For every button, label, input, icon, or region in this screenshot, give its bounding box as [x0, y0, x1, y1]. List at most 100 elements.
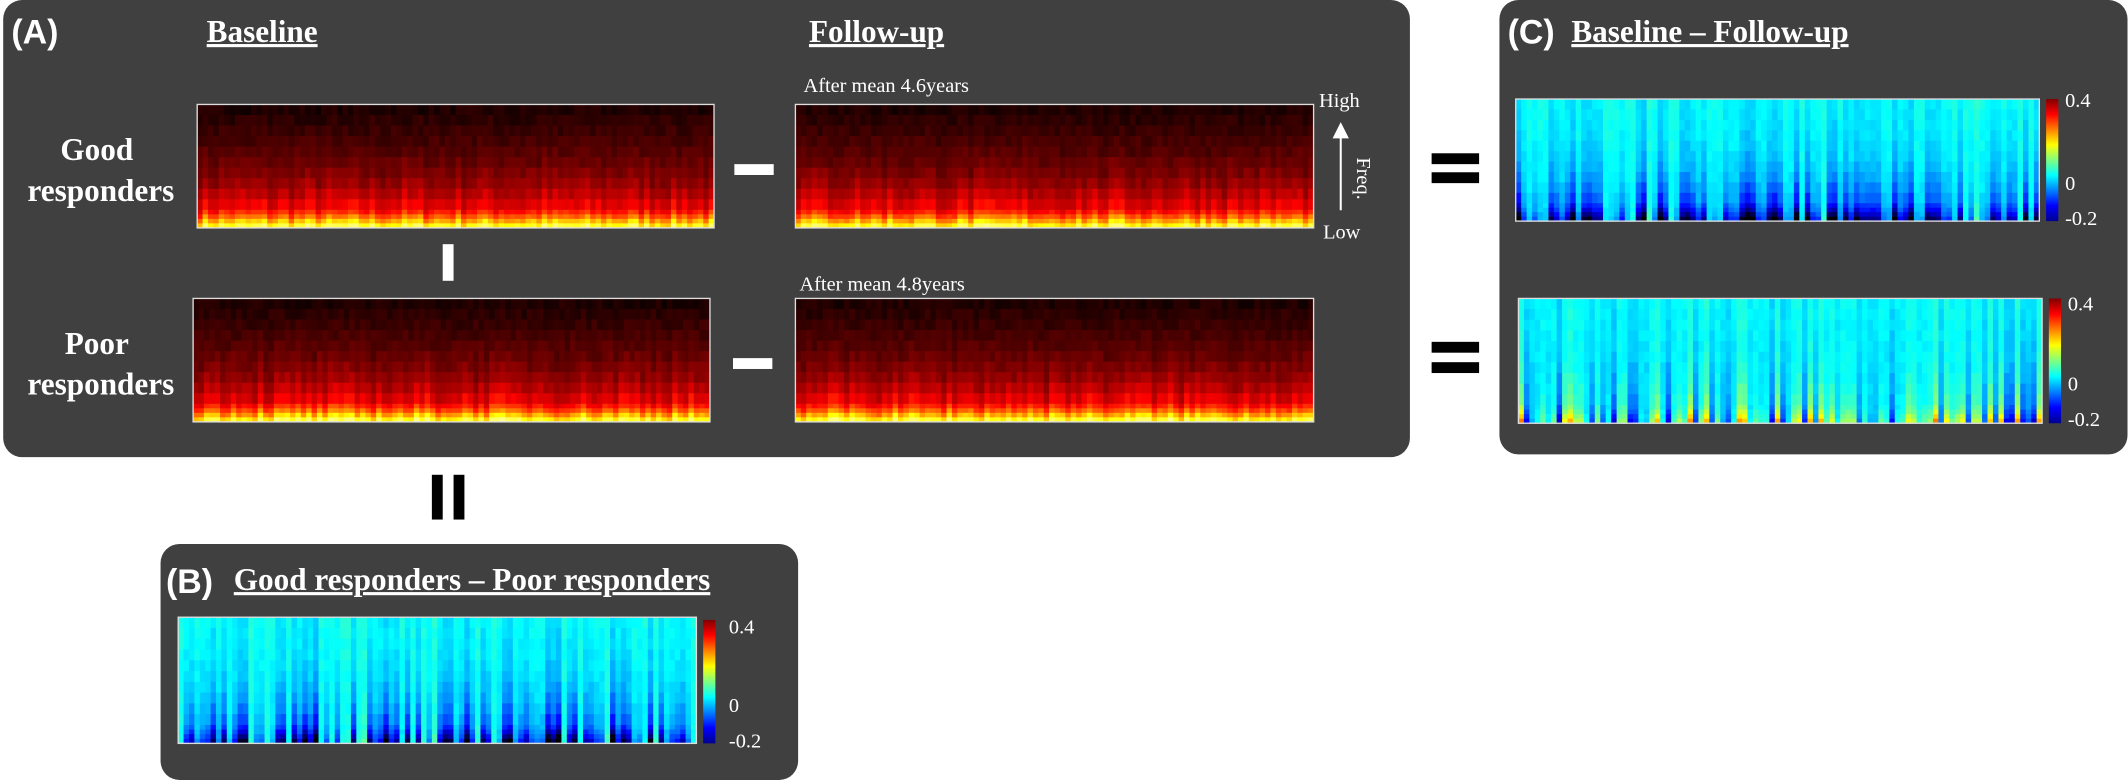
- heatmap-cell: [1232, 199, 1239, 211]
- heatmap-cell: [602, 382, 609, 394]
- heatmap-cell: [439, 218, 446, 224]
- heatmap-cell: [595, 167, 602, 179]
- heatmap-cell: [295, 412, 302, 418]
- heatmap-cell: [401, 146, 408, 158]
- heatmap-cell: [1092, 136, 1099, 148]
- heatmap-cell: [1216, 382, 1223, 394]
- heatmap-cell: [569, 408, 576, 414]
- heatmap-cell: [1270, 178, 1277, 190]
- heatmap-cell: [919, 104, 926, 116]
- heatmap-cell: [261, 104, 268, 116]
- heatmap-cell: [822, 330, 829, 342]
- heatmap-cell: [1238, 218, 1244, 224]
- heatmap-cell: [827, 298, 834, 310]
- heatmap-cell: [300, 372, 307, 384]
- heatmap-cell: [505, 417, 512, 423]
- heatmap-cell: [1211, 351, 1217, 363]
- heatmap-cell: [364, 167, 371, 179]
- heatmap-cell: [283, 167, 290, 179]
- heatmap-cell: [225, 308, 232, 321]
- heatmap-cell: [552, 114, 559, 127]
- heatmap-cell: [552, 157, 559, 169]
- heatmap-cell: [1259, 308, 1266, 321]
- heatmap-cell: [1124, 146, 1131, 158]
- heatmap-cell: [827, 340, 834, 352]
- heatmap-cell: [564, 412, 571, 418]
- heatmap-cell: [1011, 178, 1018, 190]
- heatmap-cell: [984, 308, 991, 321]
- heatmap-cell: [412, 188, 419, 200]
- heatmap-cell: [1124, 361, 1131, 373]
- heatmap-cell: [1248, 209, 1255, 215]
- heatmap-cell: [1043, 178, 1050, 190]
- heatmap-cell: [849, 199, 856, 211]
- heatmap-cell: [1254, 351, 1261, 363]
- heatmap-cell: [1054, 340, 1061, 352]
- heatmap-cell: [354, 340, 361, 352]
- heatmap-cell: [838, 209, 845, 215]
- heatmap-cell: [670, 114, 677, 127]
- colorbar: [2048, 298, 2062, 424]
- heatmap-cell: [1292, 188, 1298, 200]
- heatmap-cell: [1227, 298, 1234, 310]
- heatmap-cell: [408, 298, 415, 310]
- heatmap-cell: [381, 330, 388, 342]
- heatmap-cell: [908, 361, 915, 373]
- heatmap-cell: [892, 308, 899, 321]
- heatmap-cell: [1189, 125, 1196, 137]
- heatmap-cell: [1140, 199, 1147, 211]
- heatmap-cell: [1119, 382, 1126, 394]
- heatmap-cell: [477, 199, 484, 211]
- heatmap-cell: [908, 372, 915, 384]
- heatmap-cell: [408, 382, 415, 394]
- heatmap-cell: [354, 408, 361, 414]
- heatmap-cell: [1076, 114, 1083, 127]
- heatmap-cell: [1248, 114, 1255, 127]
- heatmap-cell: [331, 167, 338, 179]
- heatmap-cell: [520, 167, 527, 179]
- heatmap-cell: [575, 319, 582, 331]
- heatmap-cell: [638, 188, 645, 200]
- heatmap-cell: [489, 417, 496, 423]
- heatmap-cell: [315, 223, 322, 229]
- heatmap-cell: [530, 136, 537, 148]
- heatmap-cell: [450, 146, 457, 158]
- heatmap-cell: [1270, 199, 1277, 211]
- heatmap-cell: [951, 146, 958, 158]
- heatmap-cell: [310, 167, 317, 179]
- heatmap-cell: [241, 403, 248, 409]
- heatmap-cell: [978, 308, 985, 321]
- heatmap-cell: [1265, 372, 1271, 384]
- heatmap-cell: [989, 382, 996, 394]
- heatmap-cell: [256, 209, 263, 215]
- heatmap-cell: [644, 146, 650, 158]
- heatmap-cell: [1086, 146, 1093, 158]
- heatmap-cell: [580, 382, 587, 394]
- heatmap-cell: [263, 319, 270, 331]
- heatmap-cell: [444, 157, 451, 169]
- heatmap-cell: [563, 136, 570, 148]
- heatmap-cell: [1167, 199, 1174, 211]
- heatmap-cell: [978, 340, 985, 352]
- heatmap-cell: [611, 188, 618, 200]
- heatmap-cell: [1049, 319, 1056, 331]
- heatmap-cell: [1292, 125, 1298, 137]
- heatmap-cell: [1022, 214, 1029, 220]
- heatmap-cell: [516, 351, 523, 363]
- heatmap-cell: [376, 330, 383, 342]
- heatmap-cell: [656, 403, 663, 409]
- heatmap-cell: [1221, 146, 1228, 158]
- heatmap-cell: [1049, 308, 1056, 321]
- heatmap-cell: [1308, 167, 1315, 179]
- heatmap-cell: [568, 146, 575, 158]
- heatmap-cell: [220, 408, 226, 414]
- heatmap-cell: [397, 308, 404, 321]
- heatmap-cell: [629, 319, 636, 331]
- heatmap-cell: [343, 408, 350, 414]
- heatmap-cell: [1135, 209, 1142, 215]
- heatmap-cell: [633, 214, 640, 220]
- heatmap-cell: [827, 188, 834, 200]
- heatmap-cell: [419, 308, 426, 321]
- heatmap-cell: [408, 412, 415, 418]
- heatmap-cell: [224, 199, 231, 211]
